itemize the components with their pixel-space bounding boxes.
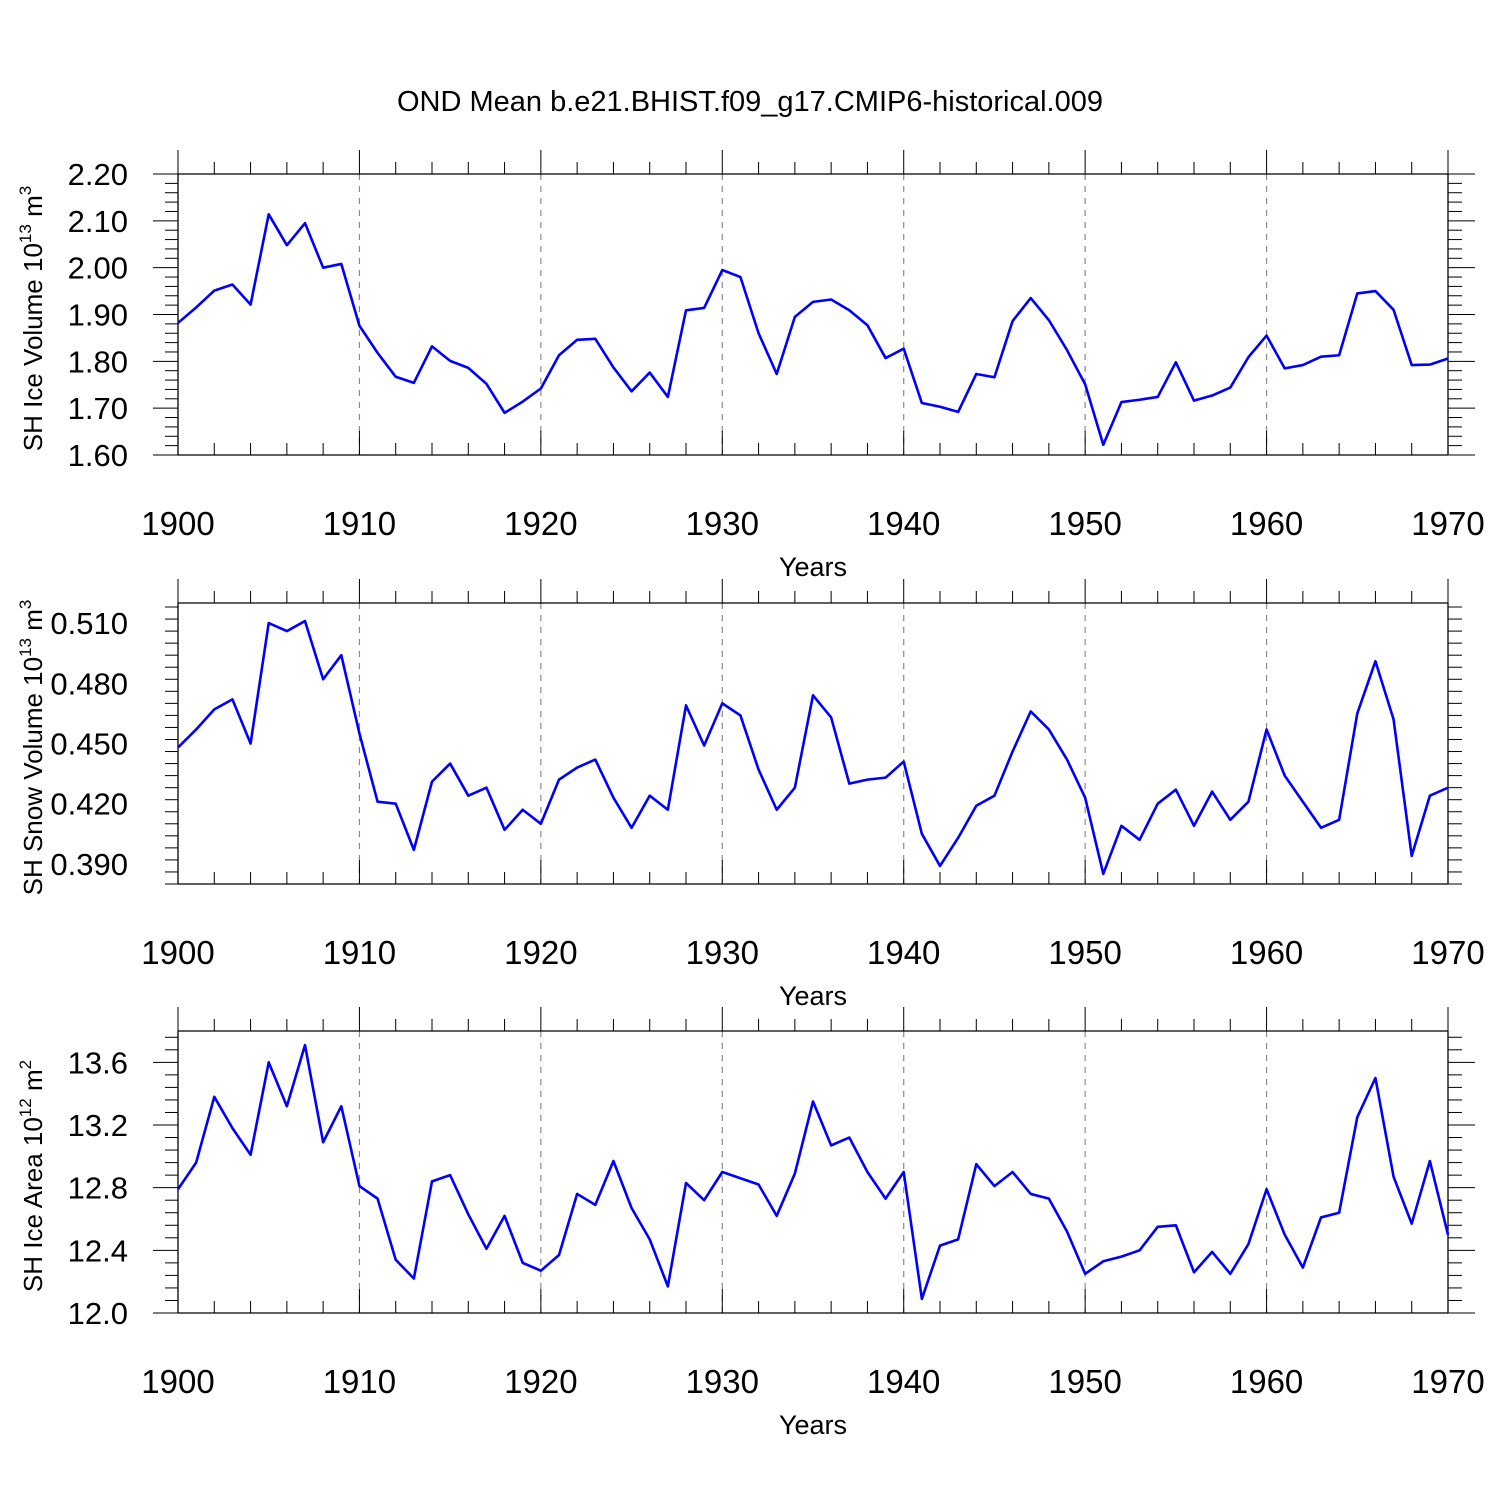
- x-tick-label: 1900: [141, 1363, 214, 1400]
- y-tick-label: 0.420: [50, 787, 128, 822]
- series-line: [176, 1043, 1450, 1301]
- x-axis-label: Years: [779, 981, 847, 1011]
- x-axis-label: Years: [779, 1410, 847, 1440]
- y-axis-label: SH Ice Volume 1013 m3: [16, 186, 48, 451]
- panel-3: 12.0 12.4 12.8 13.2 13.6 1900 1910 1920 1930 1940…: [16, 1007, 1485, 1440]
- y-tick-label: 12.0: [68, 1296, 128, 1331]
- series-line: [177, 619, 1449, 876]
- chart-title: OND Mean b.e21.BHIST.f09_g17.CMIP6-histo…: [397, 86, 1103, 118]
- series-line: [177, 212, 1449, 447]
- x-tick-label: 1910: [323, 505, 396, 542]
- y-tick-label: 12.8: [68, 1171, 128, 1206]
- x-tick-label: 1930: [686, 1363, 759, 1400]
- x-tick-label: 1900: [141, 505, 214, 542]
- x-tick-label: 1900: [141, 934, 214, 971]
- panels: 1.60 1.70 1.80 1.90 2.00 2.10 2.20 1900 1910 1920…: [16, 150, 1485, 1440]
- y-tick-label: 13.6: [68, 1045, 128, 1080]
- x-tick-label: 1940: [867, 934, 940, 971]
- y-axis-label: SH Snow Volume 1013 m3: [16, 600, 48, 896]
- y-tick-label: 1.80: [68, 344, 128, 379]
- y-tick-label: 1.90: [68, 298, 128, 333]
- y-tick-label: 0.450: [50, 727, 128, 762]
- x-tick-label: 1950: [1048, 934, 1121, 971]
- x-tick-label: 1970: [1411, 934, 1484, 971]
- x-axis-label: Years: [779, 552, 847, 582]
- x-tick-label: 1960: [1230, 505, 1303, 542]
- x-tick-label: 1970: [1411, 505, 1484, 542]
- panel-2: 0.390 0.420 0.450 0.480 0.510 1900 1910 1920 193…: [16, 579, 1485, 1011]
- x-tick-label: 1930: [686, 505, 759, 542]
- y-tick-label: 0.480: [50, 666, 128, 701]
- x-tick-label: 1950: [1048, 1363, 1121, 1400]
- y-axis-label: SH Ice Area 1012 m2: [16, 1060, 48, 1292]
- x-tick-label: 1920: [504, 934, 577, 971]
- x-tick-label: 1920: [504, 1363, 577, 1400]
- x-tick-label: 1910: [323, 934, 396, 971]
- y-tick-label: 1.70: [68, 391, 128, 426]
- x-tick-label: 1920: [504, 505, 577, 542]
- x-tick-label: 1960: [1230, 1363, 1303, 1400]
- y-tick-label: 0.390: [50, 847, 128, 882]
- x-tick-label: 1970: [1411, 1363, 1484, 1400]
- y-tick-label: 12.4: [68, 1233, 128, 1268]
- x-tick-label: 1930: [686, 934, 759, 971]
- y-tick-label: 2.20: [68, 157, 128, 192]
- y-tick-label: 2.00: [68, 251, 128, 286]
- x-tick-label: 1910: [323, 1363, 396, 1400]
- y-tick-label: 13.2: [68, 1108, 128, 1143]
- y-tick-label: 1.60: [68, 438, 128, 473]
- x-tick-label: 1960: [1230, 934, 1303, 971]
- x-tick-label: 1940: [867, 505, 940, 542]
- x-tick-label: 1940: [867, 1363, 940, 1400]
- x-tick-label: 1950: [1048, 505, 1121, 542]
- panel-1: 1.60 1.70 1.80 1.90 2.00 2.10 2.20 1900 1910 1920…: [16, 150, 1485, 582]
- y-tick-label: 2.10: [68, 204, 128, 239]
- y-tick-label: 0.510: [50, 606, 128, 641]
